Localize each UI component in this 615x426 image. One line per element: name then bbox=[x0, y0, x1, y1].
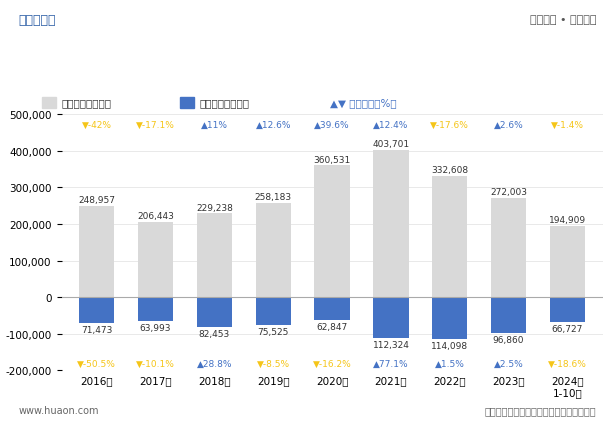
Text: 403,701: 403,701 bbox=[372, 139, 410, 148]
Text: 出口额（万美元）: 出口额（万美元） bbox=[61, 98, 111, 108]
Text: 数据来源：中国海关、华经产业研究院整理: 数据来源：中国海关、华经产业研究院整理 bbox=[485, 405, 597, 415]
Bar bbox=[432, 176, 467, 298]
Bar bbox=[256, 298, 291, 325]
Text: ▲12.6%: ▲12.6% bbox=[255, 121, 291, 130]
Bar bbox=[373, 150, 408, 298]
Text: ▼-10.1%: ▼-10.1% bbox=[136, 360, 175, 368]
Text: 96,860: 96,860 bbox=[493, 335, 525, 344]
Text: ▲39.6%: ▲39.6% bbox=[314, 121, 350, 130]
Text: 258,183: 258,183 bbox=[255, 193, 292, 201]
Text: 114,098: 114,098 bbox=[431, 341, 468, 350]
Text: 71,473: 71,473 bbox=[81, 325, 113, 334]
Text: ▼-18.6%: ▼-18.6% bbox=[548, 360, 587, 368]
Text: www.huaon.com: www.huaon.com bbox=[18, 405, 99, 415]
Text: ▼-17.1%: ▼-17.1% bbox=[136, 121, 175, 130]
Bar bbox=[256, 203, 291, 298]
Text: 206,443: 206,443 bbox=[137, 211, 174, 220]
Text: ▼-17.6%: ▼-17.6% bbox=[430, 121, 469, 130]
Text: ▲2.5%: ▲2.5% bbox=[494, 360, 523, 368]
Text: ▲11%: ▲11% bbox=[201, 121, 228, 130]
Text: 63,993: 63,993 bbox=[140, 323, 172, 332]
Bar bbox=[180, 98, 194, 109]
Bar bbox=[79, 207, 114, 298]
Bar bbox=[42, 98, 55, 109]
Text: ▲1.5%: ▲1.5% bbox=[435, 360, 465, 368]
Bar bbox=[491, 198, 526, 298]
Text: 360,531: 360,531 bbox=[314, 155, 351, 164]
Text: 66,727: 66,727 bbox=[552, 324, 583, 333]
Text: ▼-8.5%: ▼-8.5% bbox=[256, 360, 290, 368]
Text: 229,238: 229,238 bbox=[196, 203, 233, 212]
Text: ▲77.1%: ▲77.1% bbox=[373, 360, 409, 368]
Bar bbox=[79, 298, 114, 324]
Bar bbox=[373, 298, 408, 339]
Text: ▲12.4%: ▲12.4% bbox=[373, 121, 408, 130]
Text: ▲▼ 同比增长（%）: ▲▼ 同比增长（%） bbox=[330, 98, 396, 108]
Text: 194,909: 194,909 bbox=[549, 216, 586, 225]
Text: ▼-50.5%: ▼-50.5% bbox=[77, 360, 116, 368]
Text: 2016-2024年10月贵阳市(境内目的地/货源地)进、出口额: 2016-2024年10月贵阳市(境内目的地/货源地)进、出口额 bbox=[159, 63, 456, 78]
Text: 专业严谨 • 客观科学: 专业严谨 • 客观科学 bbox=[530, 15, 597, 26]
Text: ▲2.6%: ▲2.6% bbox=[494, 121, 523, 130]
Bar bbox=[491, 298, 526, 333]
Bar bbox=[138, 298, 173, 321]
Text: 进口额（万美元）: 进口额（万美元） bbox=[199, 98, 250, 108]
Bar bbox=[550, 227, 585, 298]
Bar bbox=[432, 298, 467, 339]
Text: 248,957: 248,957 bbox=[78, 196, 115, 205]
Bar bbox=[138, 222, 173, 298]
Text: 75,525: 75,525 bbox=[258, 327, 289, 336]
Bar bbox=[197, 298, 232, 328]
Bar bbox=[314, 298, 350, 320]
Text: 332,608: 332,608 bbox=[431, 165, 468, 174]
Text: 112,324: 112,324 bbox=[373, 340, 410, 349]
Bar bbox=[314, 166, 350, 298]
Text: ▼-42%: ▼-42% bbox=[82, 121, 112, 130]
Text: 62,847: 62,847 bbox=[317, 322, 347, 331]
Text: ▼-1.4%: ▼-1.4% bbox=[551, 121, 584, 130]
Text: 华经情报网: 华经情报网 bbox=[18, 14, 56, 27]
Bar bbox=[550, 298, 585, 322]
Text: 272,003: 272,003 bbox=[490, 187, 527, 196]
Text: ▼-16.2%: ▼-16.2% bbox=[312, 360, 352, 368]
Text: 82,453: 82,453 bbox=[199, 330, 230, 339]
Text: ▲28.8%: ▲28.8% bbox=[197, 360, 232, 368]
Bar bbox=[197, 214, 232, 298]
